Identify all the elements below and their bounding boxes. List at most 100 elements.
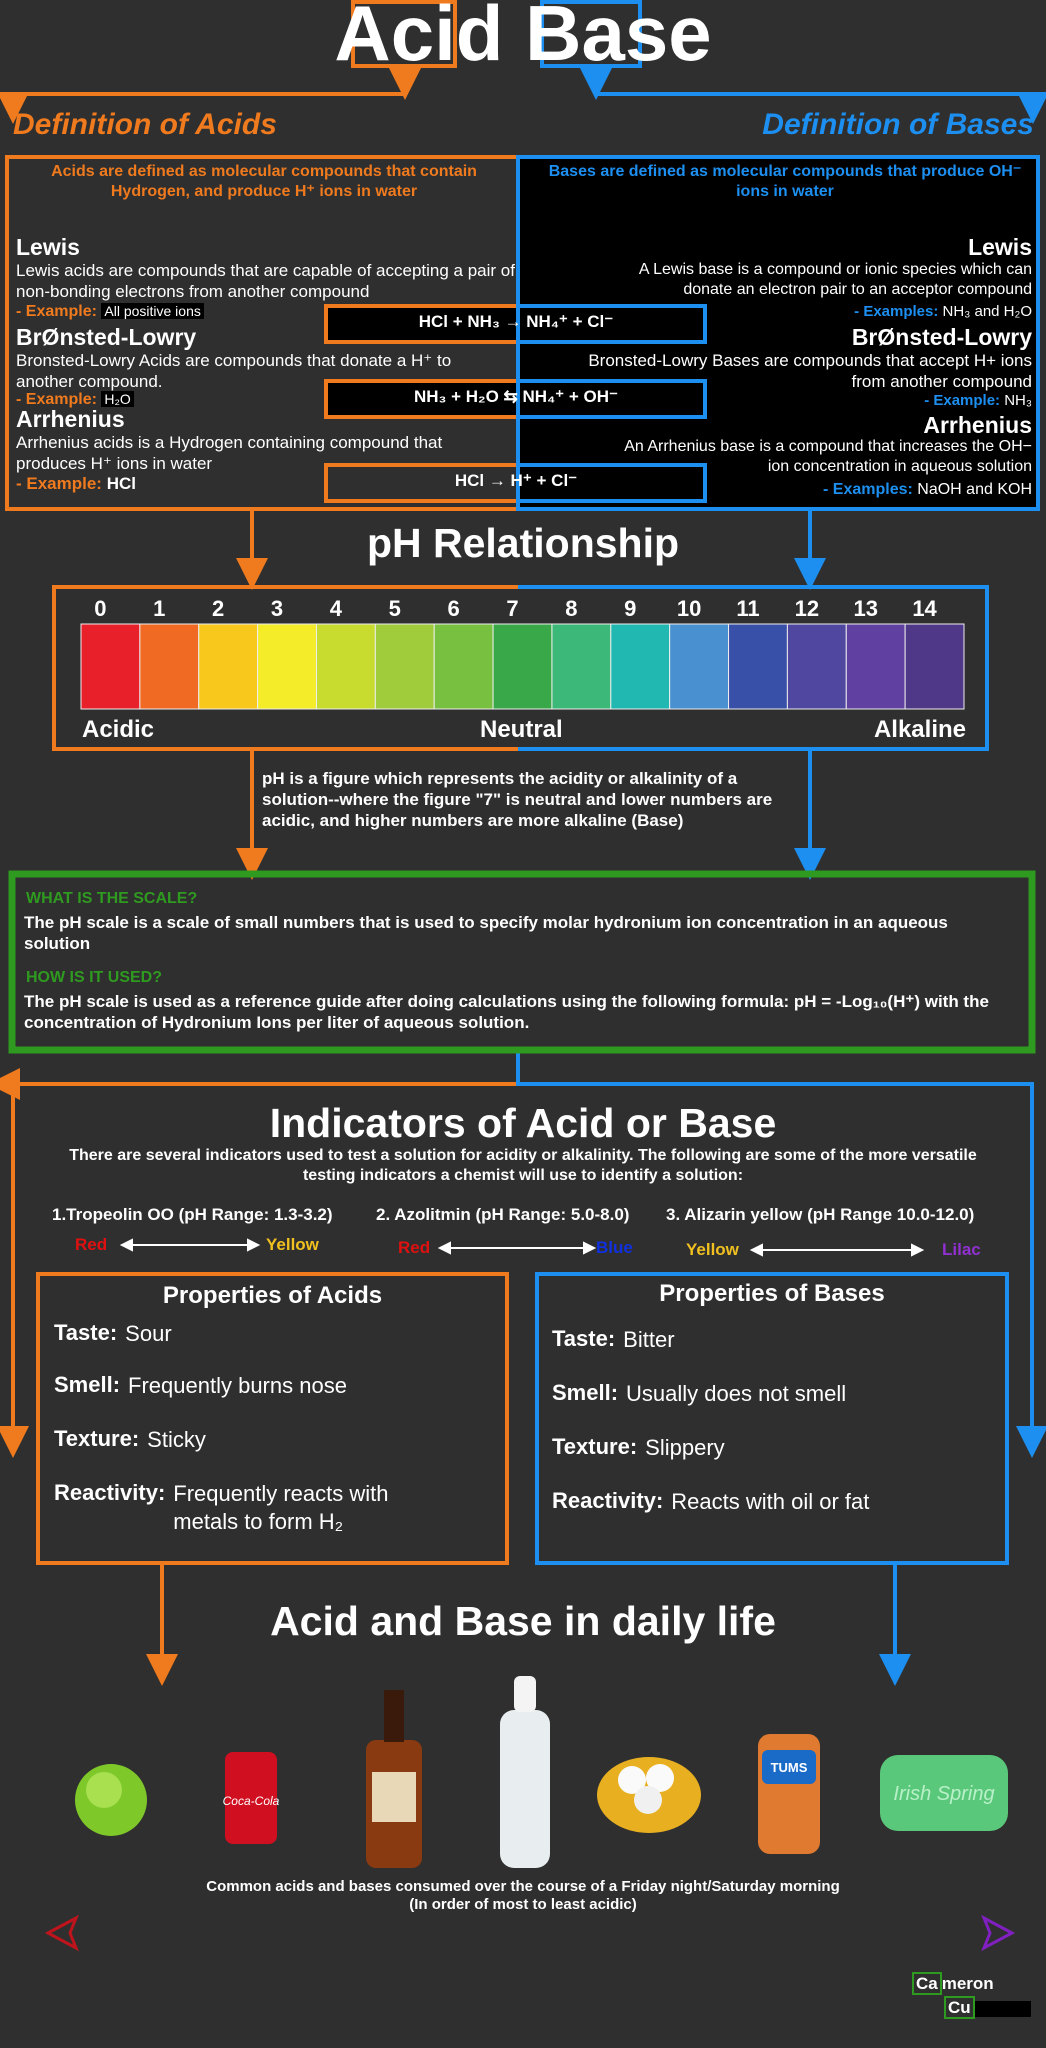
- indicator-name: 2. Azolitmin (pH Range: 5.0-8.0): [376, 1205, 630, 1224]
- ph-number: 12: [794, 596, 820, 621]
- property-row: Texture: Sticky: [54, 1426, 494, 1454]
- example-label: - Examples:: [823, 481, 913, 498]
- acids-heading: Definition of Acids: [13, 108, 277, 141]
- ph-segment: [433, 623, 494, 710]
- question: HOW IS IT USED?: [26, 969, 162, 986]
- ph-number: 2: [212, 596, 225, 621]
- property-label: Texture:: [552, 1434, 638, 1459]
- example: NaOH and KOH: [917, 481, 1032, 498]
- ph-title: pH Relationship: [366, 520, 680, 566]
- property-row: Smell: Usually does not smell: [552, 1380, 992, 1408]
- indicators-description: There are several indicators used to tes…: [69, 1147, 977, 1184]
- indicator-high: Blue: [596, 1238, 633, 1257]
- ph-scale: [80, 623, 965, 710]
- property-row: Taste: Sour: [54, 1320, 494, 1348]
- property-label: Smell:: [54, 1372, 121, 1397]
- def-text: A Lewis base is a compound or ionic spec…: [638, 261, 1032, 298]
- def-text: Bronsted-Lowry Acids are compounds that …: [16, 351, 452, 391]
- equation: HCl → H⁺ + Cl⁻: [454, 471, 578, 490]
- svg-text:Irish Spring: Irish Spring: [893, 1783, 994, 1805]
- def-text: Arrhenius acids is a Hydrogen containing…: [16, 433, 443, 473]
- question: WHAT IS THE SCALE?: [26, 890, 198, 907]
- ph-label: Acidic: [82, 716, 155, 743]
- ph-segment: [728, 623, 788, 710]
- svg-text:TUMS: TUMS: [771, 1760, 808, 1775]
- ph-number: 6: [447, 596, 460, 621]
- property-value: Sour: [125, 1321, 172, 1346]
- example-label: - Example:: [16, 474, 102, 493]
- indicator-name: 3. Alizarin yellow (pH Range 10.0-12.0): [666, 1205, 975, 1224]
- property-row: Texture: Slippery: [552, 1434, 992, 1462]
- example-label: - Examples:: [854, 303, 939, 320]
- indicator-high: Lilac: [942, 1240, 981, 1259]
- def-name: Lewis: [968, 234, 1032, 260]
- ph-segment: [492, 623, 553, 710]
- property-value: Sticky: [147, 1427, 206, 1452]
- title-base: Base: [525, 0, 712, 77]
- indicator-low: Red: [75, 1235, 108, 1254]
- daily-items: Coca-Cola TUMS Irish Spring: [75, 1676, 1008, 1868]
- ph-number: 9: [624, 596, 637, 621]
- def-name: BrØnsted-Lowry: [851, 324, 1032, 350]
- ph-segment: [551, 623, 612, 710]
- ph-number: 13: [853, 596, 878, 621]
- property-row: Reactivity: Frequently reacts with metals…: [54, 1480, 494, 1536]
- example: NH₃ and H₂O: [942, 303, 1032, 320]
- credit-box: Cu: [944, 1996, 975, 2019]
- def-name: BrØnsted-Lowry: [16, 324, 197, 350]
- ph-label: Alkaline: [873, 716, 966, 743]
- def-name: Arrhenius: [16, 406, 125, 432]
- title-acid: Acid: [334, 0, 504, 77]
- example: H₂O: [101, 391, 134, 407]
- ph-number: 0: [94, 596, 107, 621]
- ph-segment: [198, 623, 259, 710]
- example-label: - Example:: [924, 392, 1001, 409]
- ph-segment: [315, 623, 376, 710]
- property-value: Bitter: [623, 1327, 675, 1352]
- def-name: Arrhenius: [923, 412, 1032, 438]
- property-label: Reactivity:: [552, 1488, 664, 1513]
- indicators-title: Indicators of Acid or Base: [269, 1100, 777, 1146]
- ph-number: 3: [270, 596, 284, 621]
- property-value: Reacts with oil or fat: [671, 1489, 870, 1514]
- equation: HCl + NH₃ → NH₄⁺ + Cl⁻: [418, 312, 614, 331]
- indicator-name: 1.Tropeolin OO (pH Range: 1.3-3.2): [52, 1205, 333, 1224]
- def-text: Bronsted-Lowry Bases are compounds that …: [588, 351, 1032, 391]
- property-label: Smell:: [552, 1380, 619, 1405]
- indicator-low: Yellow: [686, 1240, 739, 1259]
- ph-segment: [374, 623, 435, 710]
- ph-segment: [904, 623, 965, 710]
- acids-intro: Acids are defined as molecular compounds…: [51, 163, 477, 200]
- credit-box: Ca: [912, 1972, 942, 1995]
- ph-number: 4: [329, 596, 342, 621]
- def-text: An Arrhenius base is a compound that inc…: [624, 438, 1032, 475]
- answer: The pH scale is used as a reference guid…: [24, 992, 989, 1032]
- def-name: Lewis: [16, 234, 80, 260]
- ph-number: 14: [912, 596, 937, 621]
- ph-segment: [80, 623, 141, 710]
- props-title: Properties of Bases: [659, 1280, 885, 1307]
- ph-segment: [257, 623, 317, 710]
- indicator-high: Yellow: [266, 1235, 319, 1254]
- ph-segment: [845, 623, 906, 710]
- property-label: Texture:: [54, 1426, 140, 1451]
- def-text: Lewis acids are compounds that are capab…: [16, 261, 515, 301]
- property-value: Usually does not smell: [626, 1381, 847, 1406]
- caption: (In order of most to least acidic): [409, 1896, 637, 1913]
- indicator-low: Red: [398, 1238, 431, 1257]
- property-value: Slippery: [645, 1435, 725, 1460]
- property-row: Taste: Bitter: [552, 1326, 992, 1354]
- property-value: Frequently reacts with metals to form H₂: [173, 1481, 389, 1534]
- property-row: Smell: Frequently burns nose: [54, 1372, 494, 1400]
- property-row: Reactivity: Reacts with oil or fat: [552, 1488, 992, 1516]
- example: HCl: [106, 474, 136, 493]
- props-title: Properties of Acids: [162, 1282, 383, 1309]
- ph-number: 5: [388, 596, 401, 621]
- ph-label: Neutral: [480, 716, 563, 743]
- ph-number: 1: [153, 596, 166, 621]
- example-label: - Example:: [16, 303, 97, 320]
- ph-segment: [139, 623, 200, 710]
- ph-box: [52, 585, 518, 751]
